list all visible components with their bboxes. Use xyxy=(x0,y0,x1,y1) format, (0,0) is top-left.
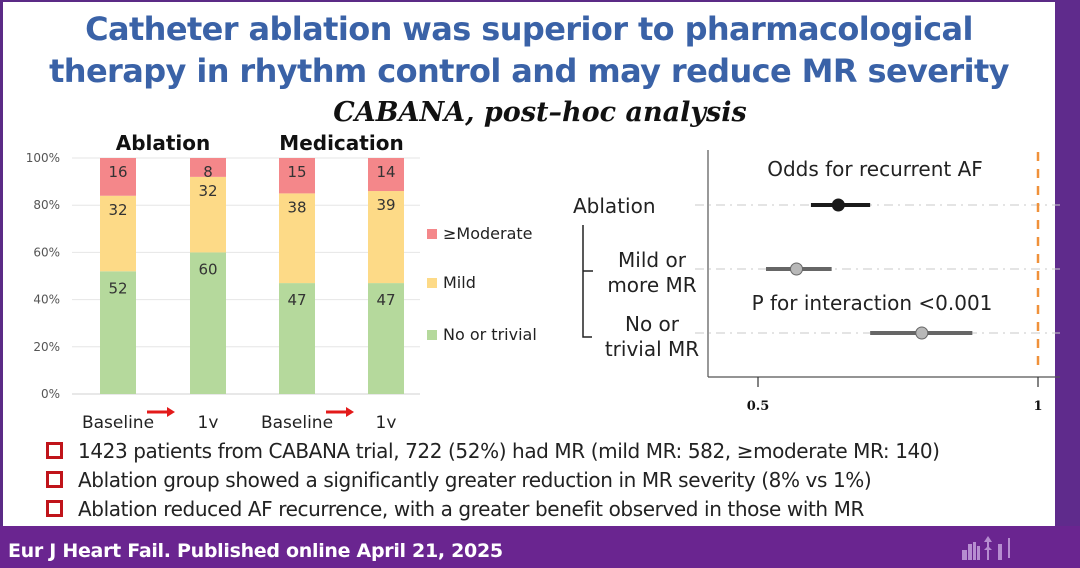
y-tick-label: 80% xyxy=(33,198,60,212)
bar-segment xyxy=(190,158,226,177)
bullet-item: Ablation group showed a significantly gr… xyxy=(46,465,940,494)
legend-swatch xyxy=(427,278,437,288)
bar-segment xyxy=(279,193,315,284)
data-label: 15 xyxy=(287,163,306,181)
bar-segment xyxy=(279,158,315,194)
legend-label: Mild xyxy=(443,273,476,292)
y-tick-label: 60% xyxy=(33,245,60,259)
bullet-item: 1423 patients from CABANA trial, 722 (52… xyxy=(46,436,940,465)
bar-segment xyxy=(190,252,226,394)
data-label: 47 xyxy=(287,291,306,309)
x-tick-label: 1 xyxy=(1033,399,1042,414)
bar-segment xyxy=(100,271,136,394)
bar-segment xyxy=(100,195,136,272)
data-label: 32 xyxy=(198,182,217,200)
data-label: 47 xyxy=(376,291,395,309)
title-line-1: Catheter ablation was superior to pharma… xyxy=(85,10,973,48)
y-tick-label: 100% xyxy=(26,151,60,165)
forest-plot: 0.5 1 Odds for recurrent AF P for interacti… xyxy=(573,150,1060,414)
row-label: Mild or xyxy=(618,248,687,272)
group-title: Medication xyxy=(279,131,403,155)
bar-segment xyxy=(368,191,404,284)
data-label: 16 xyxy=(108,163,127,181)
bar-segment xyxy=(368,158,404,192)
forest-title: Odds for recurrent AF xyxy=(767,157,983,181)
legend-item: ≥Moderate xyxy=(427,224,533,243)
data-label: 38 xyxy=(287,198,306,216)
square-bullet-icon xyxy=(46,471,63,488)
subgroup-bracket xyxy=(582,225,592,338)
slide-title: Catheter ablation was superior to pharma… xyxy=(3,8,1055,92)
point-estimate xyxy=(831,198,845,212)
bullet-item: Ablation reduced AF recurrence, with a g… xyxy=(46,494,940,523)
legend-label: No or trivial xyxy=(443,325,537,344)
arrow-head xyxy=(167,407,175,417)
square-bullet-icon xyxy=(46,442,63,459)
row-label: more MR xyxy=(607,273,696,297)
row-label: trivial MR xyxy=(605,337,699,361)
bar-segment xyxy=(190,176,226,253)
slide-canvas: Catheter ablation was superior to pharma… xyxy=(3,2,1055,526)
group-title: Ablation xyxy=(116,131,211,155)
data-label: 14 xyxy=(376,163,395,181)
slide-subtitle: CABANA, post–hoc analysis xyxy=(333,97,747,128)
stacked-bar-chart: 0%20%40%60%80%100%523216Baseline603281y4… xyxy=(26,131,537,428)
x-tick-label: 1y xyxy=(376,413,397,428)
legend-item: No or trivial xyxy=(427,325,537,344)
bullet-text: Ablation group showed a significantly gr… xyxy=(78,467,872,492)
red-arrow-right-icon xyxy=(147,407,175,417)
data-label: 60 xyxy=(198,260,217,278)
y-tick-label: 40% xyxy=(33,293,60,307)
title-line-2: therapy in rhythm control and may reduce… xyxy=(49,52,1009,90)
row-label: No or xyxy=(625,312,680,336)
row-label: Ablation xyxy=(573,194,656,218)
bullet-text: 1423 patients from CABANA trial, 722 (52… xyxy=(78,438,940,463)
decorative-side-strip xyxy=(1055,0,1080,568)
x-tick-label: 1y xyxy=(198,413,219,428)
interaction-annotation: P for interaction <0.001 xyxy=(752,291,993,315)
bar-segment xyxy=(100,158,136,196)
legend-label: ≥Moderate xyxy=(443,224,533,243)
bar-segment xyxy=(368,283,404,394)
red-arrow-right-icon xyxy=(326,407,354,417)
footer-bar xyxy=(0,526,1080,568)
arrow-head xyxy=(346,407,354,417)
city-skyline-icon xyxy=(962,536,1010,560)
point-estimate xyxy=(915,326,929,340)
x-tick-label: Baseline xyxy=(261,413,333,428)
footer-citation: Eur J Heart Fail. Published online April… xyxy=(8,540,503,562)
bar-segment xyxy=(279,283,315,394)
bullet-list: 1423 patients from CABANA trial, 722 (52… xyxy=(46,436,940,523)
data-label: 52 xyxy=(108,279,127,297)
data-label: 39 xyxy=(376,196,395,214)
legend-swatch xyxy=(427,229,437,239)
data-label: 8 xyxy=(203,163,213,181)
legend-item: Mild xyxy=(427,273,476,292)
y-tick-label: 20% xyxy=(33,340,60,354)
x-tick-label: 0.5 xyxy=(747,399,770,414)
point-estimate xyxy=(790,262,804,276)
bullet-text: Ablation reduced AF recurrence, with a g… xyxy=(78,496,865,521)
y-tick-label: 0% xyxy=(41,387,60,401)
legend-swatch xyxy=(427,330,437,340)
x-tick-label: Baseline xyxy=(82,413,154,428)
square-bullet-icon xyxy=(46,500,63,517)
data-label: 32 xyxy=(108,201,127,219)
